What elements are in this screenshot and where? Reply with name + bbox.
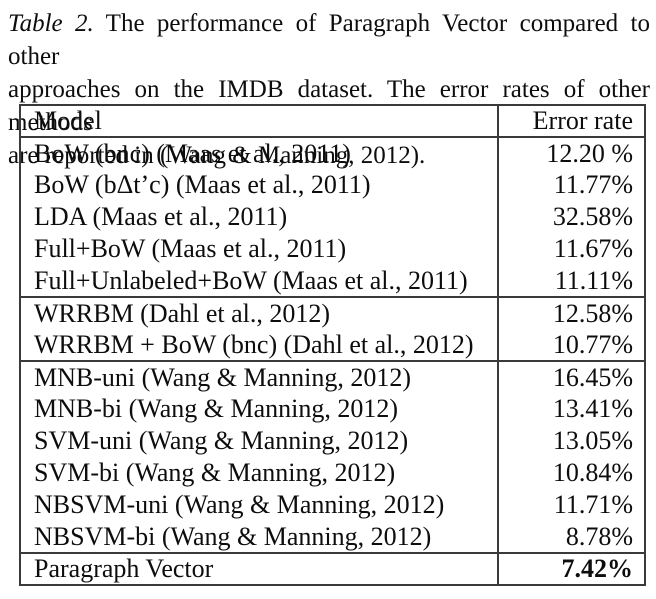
error-rate-cell: 11.11% xyxy=(554,265,633,295)
table-row: MNB-uni (Wang & Manning, 2012) 16.45% xyxy=(20,361,645,393)
error-rate-cell: 11.71% xyxy=(553,490,633,519)
table-row: SVM-bi (Wang & Manning, 2012) 10.84% xyxy=(20,457,645,489)
caption-line: Table 2. The performance of Paragraph Ve… xyxy=(8,7,650,73)
table-row: NBSVM-bi (Wang & Manning, 2012) 8.78% xyxy=(20,521,645,553)
model-cell: MNB-uni (Wang & Manning, 2012) xyxy=(20,361,499,393)
table-row: SVM-uni (Wang & Manning, 2012) 13.05% xyxy=(20,425,645,457)
model-cell: WRRBM (Dahl et al., 2012) xyxy=(20,297,499,329)
caption-text: The performance of Paragraph Vector comp… xyxy=(8,10,650,70)
column-header-error-rate: Error rate xyxy=(532,106,633,135)
table-row: WRRBM + BoW (bnc) (Dahl et al., 2012) 10… xyxy=(20,329,645,361)
model-cell: Full+Unlabeled+BoW (Maas et al., 2011) xyxy=(20,265,499,297)
error-rate-cell: 11.67% xyxy=(553,234,633,263)
error-rate-cell: 10.77% xyxy=(552,329,633,359)
table-row-paragraph-vector: Paragraph Vector 7.42% xyxy=(20,553,645,585)
model-cell: Paragraph Vector xyxy=(20,553,499,585)
error-rate-cell: 8.78% xyxy=(565,521,633,551)
model-cell: SVM-bi (Wang & Manning, 2012) xyxy=(20,457,499,489)
error-rate-cell: 10.84% xyxy=(552,458,633,487)
table-row: BoW (bnc) (Maas et al., 2011) 12.20 % xyxy=(20,137,645,169)
table-row: WRRBM (Dahl et al., 2012) 12.58% xyxy=(20,297,645,329)
table-row: MNB-bi (Wang & Manning, 2012) 13.41% xyxy=(20,393,645,425)
results-table: Model Error rate BoW (bnc) (Maas et al.,… xyxy=(19,104,646,586)
model-cell: BoW (bnc) (Maas et al., 2011) xyxy=(20,137,499,169)
table-row: Full+Unlabeled+BoW (Maas et al., 2011) 1… xyxy=(20,265,645,297)
table-row: BoW (bΔt’c) (Maas et al., 2011) 11.77% xyxy=(20,169,645,201)
error-rate-cell: 13.41% xyxy=(552,394,633,423)
error-rate-cell: 32.58% xyxy=(552,202,633,231)
column-header-model: Model xyxy=(20,105,499,137)
model-cell: NBSVM-uni (Wang & Manning, 2012) xyxy=(20,489,499,521)
model-cell: LDA (Maas et al., 2011) xyxy=(20,201,499,233)
model-cell: MNB-bi (Wang & Manning, 2012) xyxy=(20,393,499,425)
header-row: Model Error rate xyxy=(20,105,645,137)
model-cell: WRRBM + BoW (bnc) (Dahl et al., 2012) xyxy=(20,329,499,361)
model-cell: SVM-uni (Wang & Manning, 2012) xyxy=(20,425,499,457)
error-rate-cell: 12.20 % xyxy=(546,138,633,168)
table-row: NBSVM-uni (Wang & Manning, 2012) 11.71% xyxy=(20,489,645,521)
model-cell: NBSVM-bi (Wang & Manning, 2012) xyxy=(20,521,499,553)
error-rate-cell: 13.05% xyxy=(552,426,633,455)
table-row: Full+BoW (Maas et al., 2011) 11.67% xyxy=(20,233,645,265)
table-row: LDA (Maas et al., 2011) 32.58% xyxy=(20,201,645,233)
error-rate-cell: 12.58% xyxy=(552,298,633,328)
model-cell: Full+BoW (Maas et al., 2011) xyxy=(20,233,499,265)
model-cell: BoW (bΔt’c) (Maas et al., 2011) xyxy=(20,169,499,201)
error-rate-cell: 7.42% xyxy=(561,554,634,583)
error-rate-cell: 11.77% xyxy=(553,170,633,199)
error-rate-cell: 16.45% xyxy=(552,362,633,392)
caption-label: Table 2. xyxy=(8,10,94,37)
